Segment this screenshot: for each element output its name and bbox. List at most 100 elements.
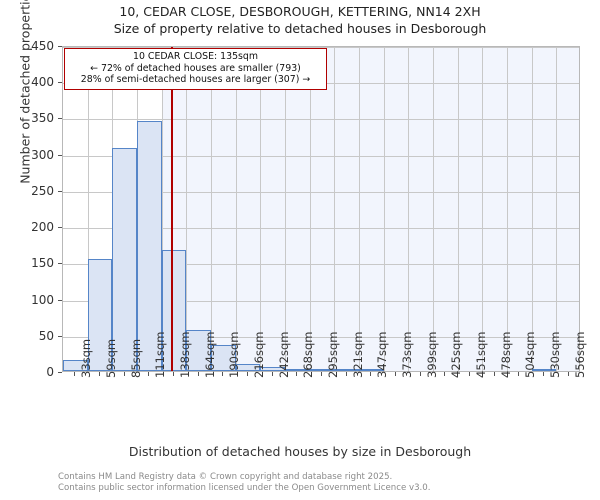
annotation-line-3: 28% of semi-detached houses are larger (… — [80, 74, 311, 85]
x-tick-label-478sqm: 478sqm — [498, 331, 513, 378]
y-tick-label-350: 350 — [31, 111, 54, 126]
x-tick-mark-138sqm — [173, 372, 174, 376]
gridline-h-200 — [63, 228, 579, 230]
footer-line-2: Contains public sector information licen… — [58, 483, 431, 493]
x-tick-label-504sqm: 504sqm — [523, 331, 538, 378]
x-tick-label-556sqm: 556sqm — [572, 331, 587, 378]
x-tick-label-33sqm: 33sqm — [79, 338, 94, 378]
x-tick-mark-85sqm — [123, 372, 125, 376]
chart-title: 10, CEDAR CLOSE, DESBOROUGH, KETTERING, … — [0, 3, 600, 37]
plot-area — [62, 46, 580, 372]
x-tick-mark-242sqm — [271, 372, 273, 376]
gridline-v-13 — [383, 47, 385, 371]
y-tick-label-450: 450 — [31, 39, 54, 53]
y-tick-mark-450 — [58, 46, 62, 47]
x-tick-mark-216sqm — [247, 372, 248, 376]
x-tick-label-530sqm: 530sqm — [548, 331, 562, 378]
gridline-v-4 — [161, 47, 163, 371]
gridline-v-7 — [235, 47, 237, 371]
histogram-bars — [63, 47, 579, 371]
x-tick-label-373sqm: 373sqm — [400, 331, 414, 378]
gridline-v-17 — [482, 47, 484, 371]
x-tick-mark-451sqm — [469, 372, 470, 376]
x-tick-mark-111sqm — [148, 372, 150, 376]
annotation-line-1: 10 CEDAR CLOSE: 135sqm — [132, 51, 259, 62]
bar-85sqm — [112, 147, 137, 371]
footer-attribution: Contains HM Land Registry data © Crown c… — [58, 472, 598, 494]
bar-295sqm — [309, 369, 335, 371]
y-tick-label-250: 250 — [31, 183, 54, 198]
x-tick-label-399sqm: 399sqm — [424, 331, 439, 378]
x-tick-label-138sqm: 138sqm — [178, 331, 192, 378]
bar-59sqm — [87, 258, 113, 371]
gridline-v-1 — [87, 47, 89, 371]
gridline-v-12 — [359, 47, 360, 371]
gridline-h-50 — [63, 336, 579, 338]
property-marker-line — [171, 47, 174, 371]
gridline-v-15 — [433, 47, 434, 371]
gridline-h-250 — [63, 191, 579, 193]
gridline-v-19 — [531, 47, 533, 371]
x-tick-mark-504sqm — [518, 372, 520, 376]
x-tick-label-164sqm: 164sqm — [202, 331, 217, 378]
gridline-v-9 — [285, 47, 286, 371]
gridline-v-11 — [334, 47, 336, 371]
y-tick-mark-350 — [58, 118, 62, 120]
bar-190sqm — [211, 344, 236, 371]
x-tick-label-111sqm: 111sqm — [153, 331, 168, 378]
x-tick-label-295sqm: 295sqm — [326, 331, 340, 378]
x-tick-mark-399sqm — [419, 372, 421, 376]
x-tick-mark-425sqm — [444, 372, 446, 376]
y-tick-mark-50 — [58, 335, 62, 337]
x-tick-mark-33sqm — [74, 372, 76, 376]
gridline-v-5 — [186, 47, 188, 371]
x-tick-mark-373sqm — [395, 372, 396, 376]
gridline-v-10 — [309, 47, 311, 371]
x-tick-mark-530sqm — [543, 372, 544, 376]
x-tick-label-451sqm: 451sqm — [474, 331, 488, 378]
y-tick-mark-150 — [58, 263, 62, 265]
title-line-2: Size of property relative to detached ho… — [113, 21, 487, 36]
x-tick-label-425sqm: 425sqm — [449, 331, 464, 378]
x-tick-label-242sqm: 242sqm — [276, 331, 291, 378]
bar-321sqm — [334, 369, 359, 371]
bar-138sqm — [161, 250, 187, 371]
gridline-v-16 — [457, 47, 459, 371]
y-tick-label-400: 400 — [31, 75, 54, 90]
bar-268sqm — [285, 369, 310, 371]
x-axis-caption: Distribution of detached houses by size … — [128, 444, 472, 459]
gridline-v-20 — [556, 47, 558, 371]
x-tick-mark-321sqm — [345, 372, 347, 376]
y-tick-label-50: 50 — [38, 328, 54, 343]
bar-242sqm — [260, 366, 285, 371]
gridline-h-300 — [63, 155, 579, 157]
x-tick-mark-295sqm — [321, 372, 322, 376]
bar-164sqm — [186, 330, 211, 371]
x-tick-mark-59sqm — [99, 372, 100, 376]
x-tick-label-216sqm: 216sqm — [252, 331, 266, 378]
y-tick-mark-200 — [58, 227, 62, 229]
title-line-1: 10, CEDAR CLOSE, DESBOROUGH, KETTERING, … — [119, 4, 481, 19]
x-tick-mark-164sqm — [197, 372, 199, 376]
annotation-box: 10 CEDAR CLOSE: 135sqm ← 72% of detached… — [64, 48, 327, 90]
bar-530sqm — [531, 369, 557, 371]
x-tick-label-59sqm: 59sqm — [104, 338, 118, 378]
annotation-line-2: ← 72% of detached houses are smaller (79… — [90, 62, 301, 74]
footer-line-1: Contains HM Land Registry data © Crown c… — [58, 472, 393, 482]
gridline-h-450 — [63, 47, 579, 48]
x-tick-label-268sqm: 268sqm — [301, 331, 316, 378]
y-tick-mark-0 — [58, 372, 62, 373]
y-tick-mark-400 — [58, 82, 62, 84]
gridline-h-100 — [63, 300, 579, 302]
y-tick-label-100: 100 — [31, 292, 54, 307]
y-tick-label-0: 0 — [46, 365, 54, 379]
x-tick-mark-478sqm — [493, 372, 495, 376]
y-tick-mark-250 — [58, 190, 62, 192]
bar-216sqm — [235, 364, 261, 371]
bar-33sqm — [63, 360, 88, 371]
x-tick-label-85sqm: 85sqm — [128, 338, 143, 378]
y-tick-label-300: 300 — [31, 147, 54, 162]
x-tick-mark-347sqm — [370, 372, 372, 376]
gridline-h-150 — [63, 264, 579, 266]
